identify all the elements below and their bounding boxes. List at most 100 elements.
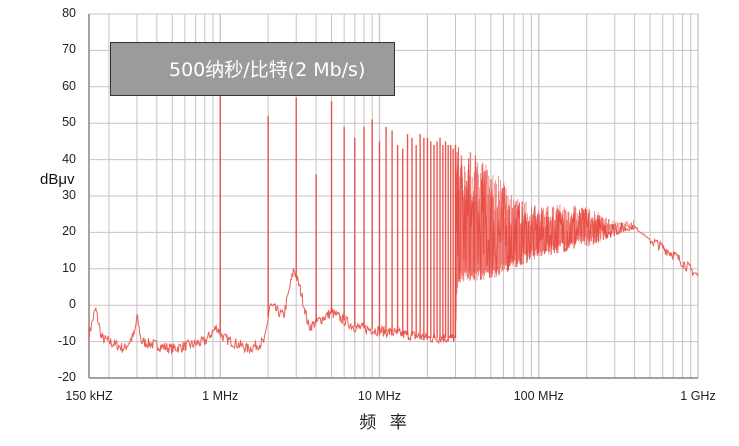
spectrum-band-line — [544, 226, 546, 252]
spectrum-band-line — [610, 223, 613, 236]
spectrum-band-line — [521, 207, 524, 257]
spectrum-band-line — [616, 223, 619, 227]
spectrum-band-line — [513, 204, 516, 261]
y-tick-label: 80 — [62, 6, 76, 20]
spectrum-band-line — [486, 194, 489, 273]
spectrum-band-line — [491, 195, 493, 278]
spectrum-band-line — [510, 194, 513, 262]
spectrum-band-line — [478, 187, 481, 273]
spectrum-band-line — [542, 208, 544, 253]
spectrum-band-line — [598, 220, 600, 241]
spectrum-band-line — [542, 214, 545, 252]
spectrum-band-line — [513, 204, 515, 259]
spectrum-band-line — [628, 224, 630, 229]
spectrum-band-line — [576, 213, 578, 242]
spectrum-band-line — [475, 201, 477, 272]
spectrum-band-line — [534, 216, 537, 256]
spectrum-band-line — [464, 201, 467, 273]
spectrum-band-line — [536, 224, 539, 257]
spectrum-band-line — [549, 219, 552, 245]
spectrum-band-line — [628, 224, 631, 229]
spectrum-band-line — [598, 215, 601, 234]
spectrum-band-line — [567, 212, 569, 250]
spectrum-band-line — [556, 207, 559, 247]
spectrum-band-line — [507, 204, 510, 272]
spectrum-band-line — [617, 224, 620, 232]
spectrum-band-line — [514, 201, 517, 261]
spectrum-band-line — [490, 179, 492, 278]
spectrum-band-line — [464, 171, 466, 273]
spectrum-band-line — [461, 177, 463, 280]
spectrum-band-line — [605, 217, 607, 239]
spectrum-band-line — [632, 225, 634, 228]
spectrum-band-line — [538, 215, 540, 254]
spectrum-band-line — [462, 196, 465, 280]
spectrum-band-line — [467, 170, 470, 279]
spectrum-band-line — [484, 164, 487, 274]
spectrum-band-line — [540, 218, 542, 253]
spectrum-band-line — [629, 226, 631, 230]
spectrum-band-line — [562, 207, 565, 252]
spectrum-band-line — [623, 223, 625, 230]
spectrum-band-line — [495, 207, 498, 277]
spectrum-band-line — [522, 215, 525, 265]
spectrum-band-line — [475, 166, 478, 275]
spectrum-band-line — [576, 221, 579, 240]
spectrum-band-line — [596, 215, 598, 233]
spectrum-band-line — [509, 222, 512, 261]
spectrum-band-line — [532, 211, 535, 256]
spectrum-band-line — [563, 209, 566, 243]
x-tick-label: 10 MHz — [357, 389, 401, 403]
spectrum-band-line — [500, 207, 503, 265]
spectrum-band-line — [539, 220, 542, 257]
spectrum-band-line — [587, 217, 589, 240]
spectrum-band-line — [603, 218, 605, 233]
spectrum-band-line — [496, 206, 499, 272]
spectrum-band-line — [615, 225, 618, 228]
spectrum-band-line — [588, 210, 591, 241]
spectrum-band-line — [560, 216, 563, 243]
spectrum-band-line — [537, 210, 539, 256]
spectrum-band-line — [500, 208, 502, 269]
spectrum-band-line — [463, 166, 465, 282]
spectrum-band-line — [456, 166, 459, 294]
spectrum-band-line — [587, 208, 590, 247]
spectrum-band-line — [473, 171, 475, 273]
spectrum-band-line — [528, 216, 530, 257]
spectrum-band-line — [545, 211, 548, 251]
spectrum-band-line — [626, 222, 628, 224]
spectrum-band-line — [479, 204, 482, 280]
spectrum-band-line — [509, 199, 511, 266]
spectrum-band-line — [569, 215, 572, 245]
spectrum-band-line — [524, 212, 526, 254]
spectrum-band-line — [511, 207, 513, 264]
spectrum-band-line — [531, 214, 533, 253]
spectrum-band-line — [571, 214, 574, 245]
spectrum-band-line — [494, 180, 497, 278]
spectrum-band-line — [502, 182, 505, 271]
spectrum-band-line — [593, 211, 596, 236]
spectrum-band-line — [540, 211, 543, 257]
spectrum-band-line — [520, 220, 523, 260]
spectrum-band-line — [471, 196, 474, 276]
spectrum-band-line — [606, 224, 609, 233]
spectrum-band-line — [594, 214, 596, 234]
spectrum-band-line — [479, 173, 481, 271]
spectrum-band-line — [601, 219, 604, 232]
spectrum-band-line — [575, 219, 578, 244]
spectrum-band-line — [530, 206, 533, 258]
y-tick-label: 10 — [62, 260, 76, 275]
spectrum-band-line — [582, 218, 584, 241]
spectrum-band-line — [482, 183, 484, 276]
spectrum-band-line — [516, 198, 519, 266]
spectrum-band-line — [561, 210, 564, 243]
spectrum-band-line — [592, 217, 594, 238]
x-tick-label: 1 MHz — [202, 389, 239, 403]
spectrum-band-line — [481, 176, 483, 280]
spectrum-band-line — [572, 205, 575, 244]
spectrum-band-line — [614, 221, 617, 228]
spectrum-band-line — [600, 218, 602, 239]
y-tick-label: 60 — [62, 78, 76, 93]
spectrum-band-line — [461, 190, 464, 276]
spectrum-band-line — [566, 219, 569, 243]
